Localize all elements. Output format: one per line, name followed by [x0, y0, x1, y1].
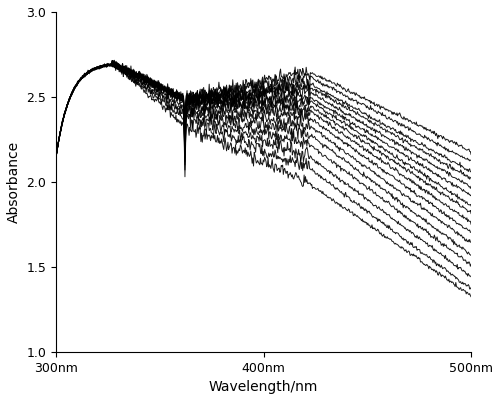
X-axis label: Wavelength/nm: Wavelength/nm: [209, 380, 318, 394]
Y-axis label: Absorbance: Absorbance: [7, 141, 21, 223]
